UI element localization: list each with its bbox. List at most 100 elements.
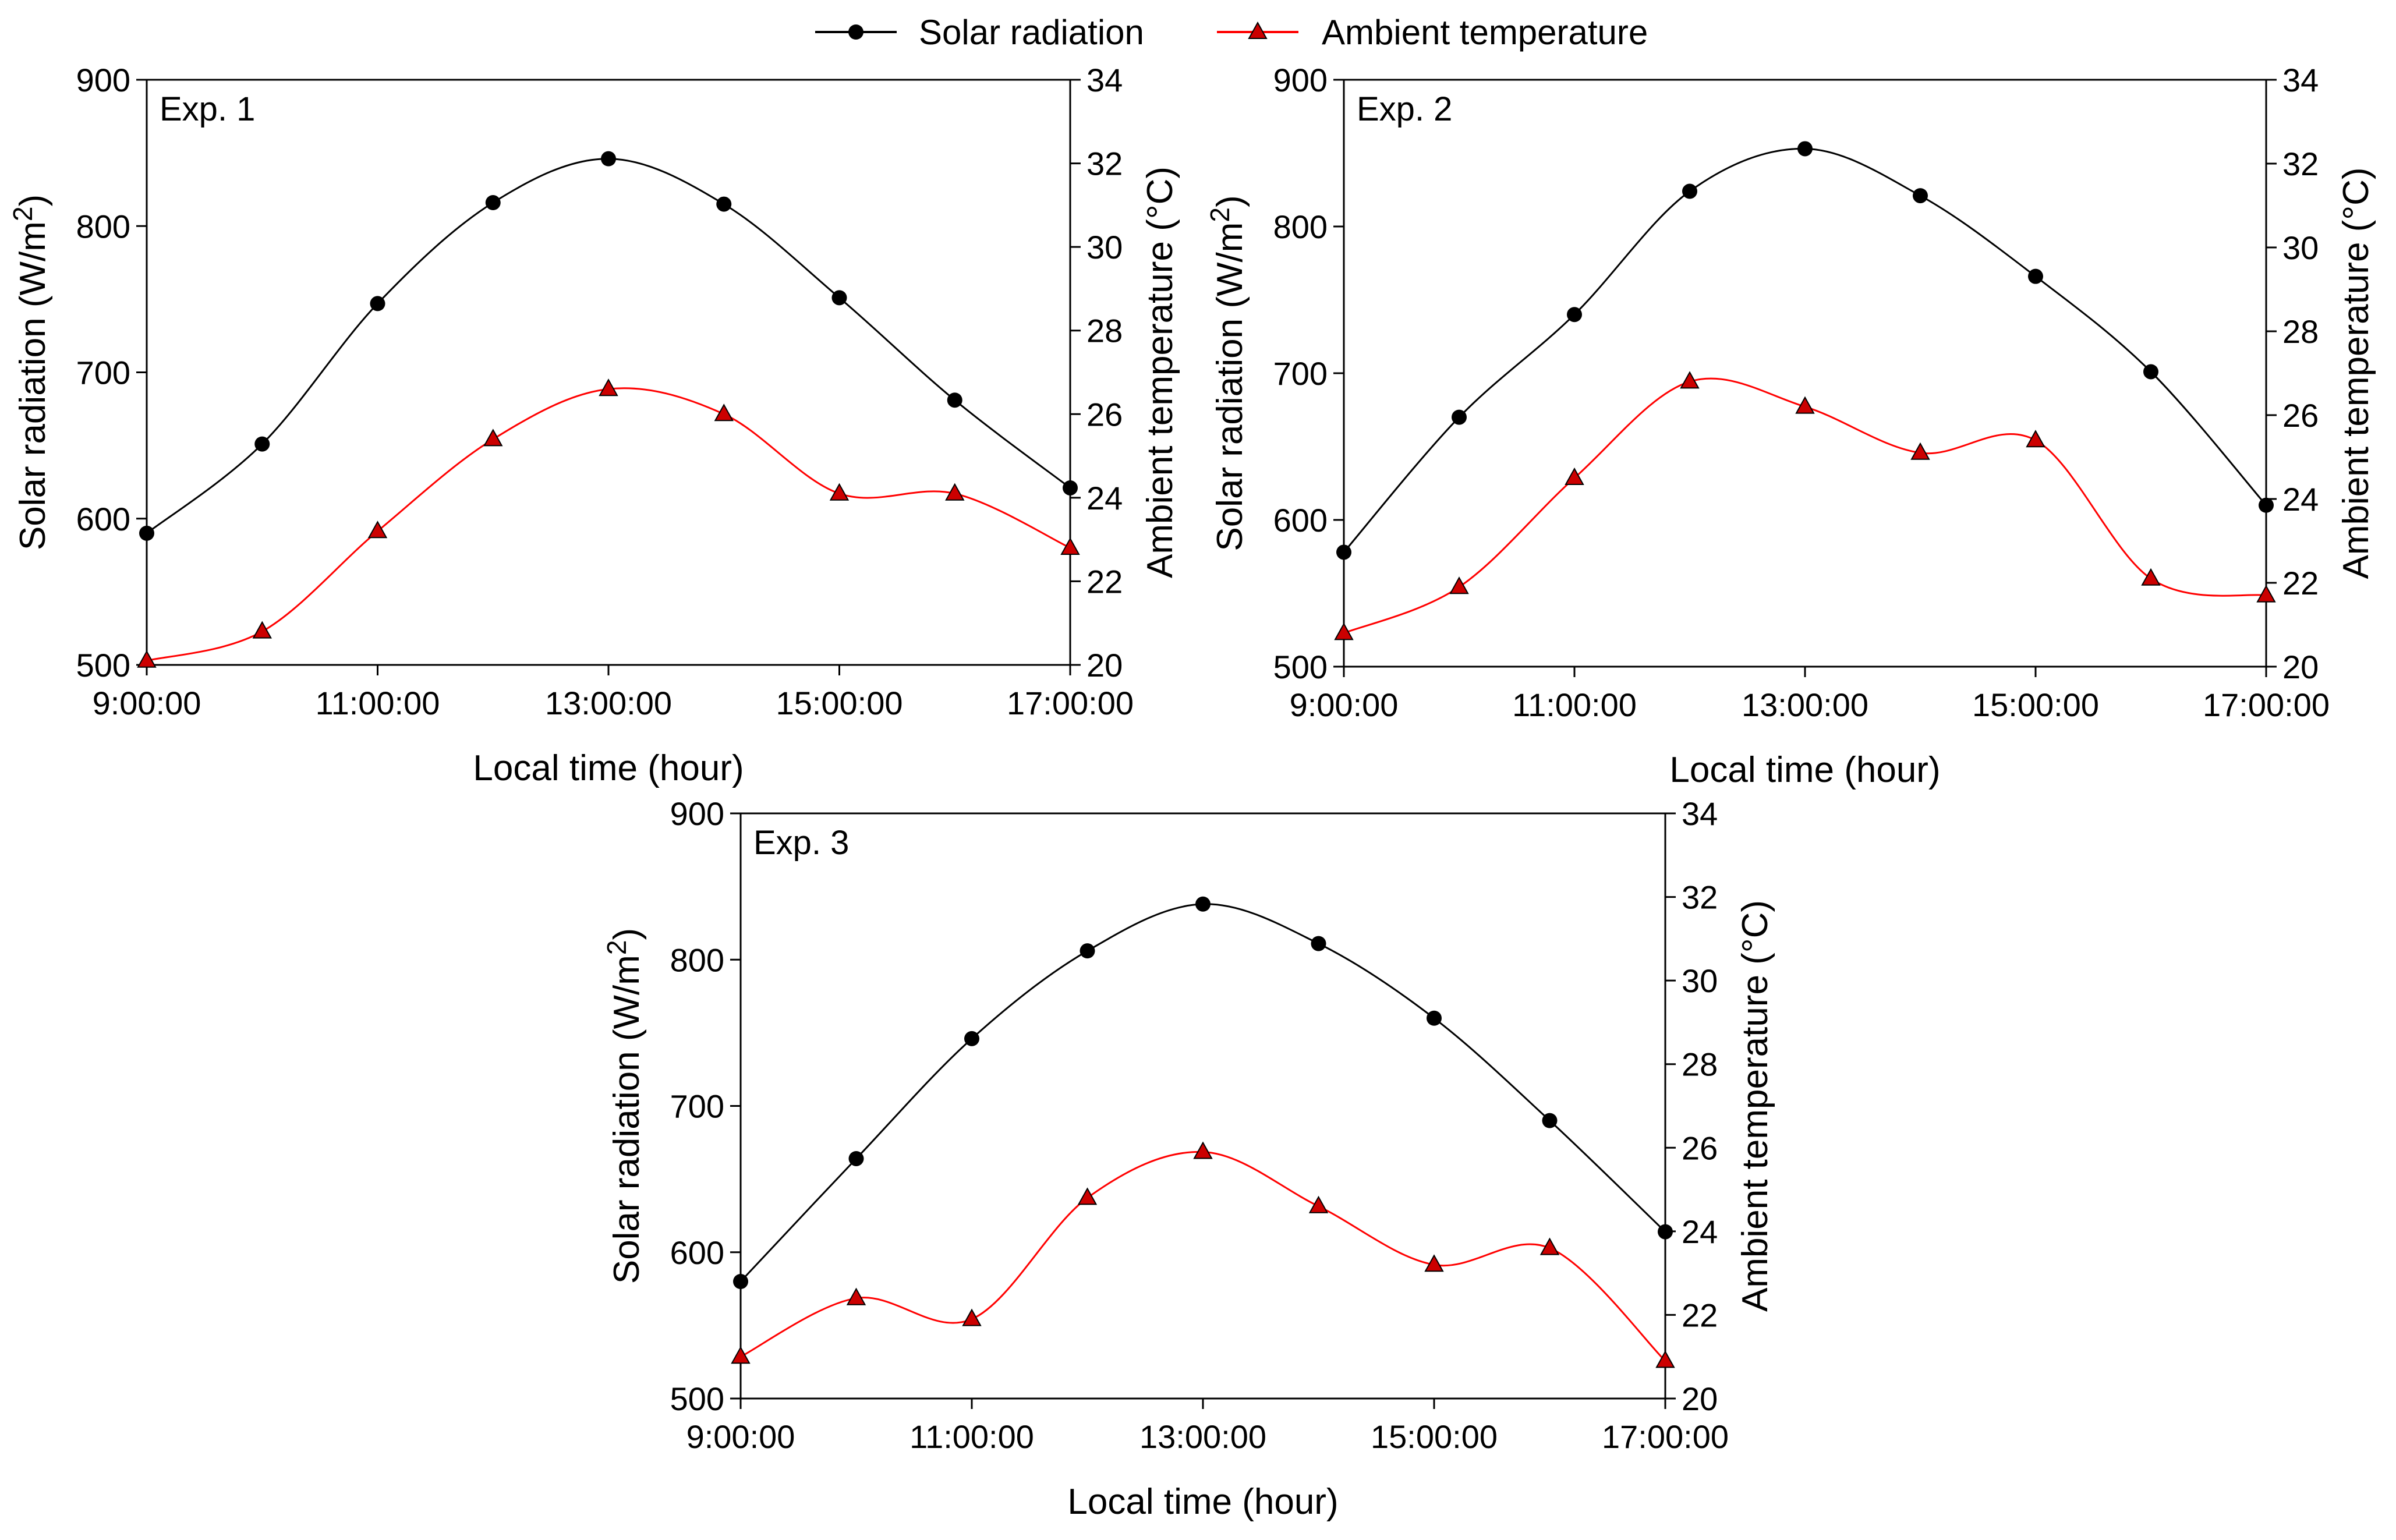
solar-point <box>848 1150 864 1166</box>
solar-point <box>139 525 154 541</box>
temperature-line <box>146 387 1071 662</box>
solar-point <box>831 290 847 306</box>
temperature-point <box>846 1287 866 1305</box>
temperature-point <box>1565 467 1584 485</box>
y-axis-title: Solar radiation (W/m2) <box>601 928 647 1284</box>
temperature-point <box>483 429 503 447</box>
solar-point <box>716 196 732 212</box>
solar-point <box>1682 183 1697 199</box>
solar-point <box>1797 141 1813 157</box>
solar-point <box>733 1274 748 1289</box>
temperature-point <box>1910 442 1930 460</box>
solar-point <box>1336 544 1351 560</box>
y2-tick-label: 34 <box>1086 62 1123 98</box>
y2-tick-label: 22 <box>2282 565 2319 601</box>
temperature-line <box>740 1150 1666 1362</box>
y2-tick-label: 24 <box>1086 480 1123 516</box>
temperature-point <box>1308 1195 1329 1213</box>
solar-point <box>1658 1224 1673 1240</box>
chart-panel-exp-2: 500 600 700 800 900 20 22 24 26 28 30 32 34 9:00:00 11… <box>1205 62 2376 790</box>
solar-point <box>601 151 616 167</box>
y2-tick-label: 32 <box>2282 146 2319 182</box>
y2-tick-label: 26 <box>1682 1130 1718 1166</box>
x-tick-label: 15:00:00 <box>1972 686 2099 723</box>
y2-tick-label: 34 <box>2282 62 2319 98</box>
x-tick-label: 11:00:00 <box>316 685 440 721</box>
y2-tick-label: 28 <box>1682 1046 1718 1083</box>
solar-line <box>739 903 1666 1283</box>
y2-axis-title: Ambient temperature (°C) <box>1735 900 1775 1312</box>
temperature-point <box>1334 622 1354 640</box>
temperature-point <box>1449 576 1469 594</box>
y-axis-title: Solar radiation (W/m2) <box>1205 195 1250 551</box>
x-tick-label: 17:00:00 <box>1007 685 1134 721</box>
y2-tick-label: 20 <box>2282 649 2319 685</box>
solar-point <box>2143 364 2158 380</box>
y2-tick-label: 34 <box>1682 795 1718 832</box>
temperature-point <box>731 1346 751 1364</box>
y-tick-label: 600 <box>670 1234 724 1271</box>
chart-panel-exp-1: 500 600 700 800 900 20 22 24 26 28 30 32 34 9:00:00 11… <box>8 62 1180 788</box>
x-axis-title: Local time (hour) <box>473 748 744 788</box>
temperature-point <box>367 521 388 539</box>
x-axis-title: Local time (hour) <box>1669 750 1940 790</box>
solar-point <box>485 195 501 211</box>
y2-tick-label: 28 <box>1086 313 1123 349</box>
chart-panel-exp-3: 500 600 700 800 900 20 22 24 26 28 30 32 34 9:00:00 11… <box>601 795 1775 1522</box>
solar-point <box>964 1031 979 1046</box>
y-tick-label: 800 <box>1273 208 1328 245</box>
solar-point <box>1080 943 1095 959</box>
x-tick-label: 11:00:00 <box>1512 686 1637 723</box>
y-tick-label: 900 <box>670 795 724 832</box>
solar-point <box>2028 268 2043 284</box>
solar-point <box>1195 896 1211 912</box>
y2-tick-label: 32 <box>1682 879 1718 916</box>
y2-axis-title: Ambient temperature (°C) <box>2336 167 2376 579</box>
temperature-point <box>1077 1187 1098 1205</box>
solar-point <box>1913 188 1928 204</box>
x-axis-title: Local time (hour) <box>1067 1482 1338 1522</box>
solar-point <box>1311 936 1326 951</box>
y-tick-label: 600 <box>1273 502 1328 539</box>
y2-tick-label: 26 <box>1086 396 1123 433</box>
y2-tick-label: 20 <box>1086 647 1123 684</box>
solar-point <box>254 436 270 452</box>
plot-frame <box>1343 79 2267 668</box>
legend: Solar radiation Ambient temperature <box>815 13 1648 52</box>
y2-tick-label: 22 <box>1682 1297 1718 1333</box>
temperature-point <box>2141 568 2161 586</box>
y2-tick-label: 20 <box>1682 1380 1718 1417</box>
panel-label: Exp. 1 <box>160 90 255 128</box>
y-tick-label: 700 <box>670 1088 724 1125</box>
solar-point <box>2259 497 2274 513</box>
x-tick-label: 15:00:00 <box>776 685 903 721</box>
y2-tick-label: 30 <box>1086 229 1123 265</box>
x-tick-label: 17:00:00 <box>2203 686 2330 723</box>
y2-axis-title: Ambient temperature (°C) <box>1140 167 1180 578</box>
solar-line <box>146 158 1071 534</box>
x-tick-label: 9:00:00 <box>1290 686 1399 723</box>
solar-point <box>947 392 962 408</box>
temperature-point <box>137 650 157 668</box>
y-tick-label: 900 <box>76 62 130 98</box>
y-tick-label: 600 <box>76 501 130 537</box>
x-tick-label: 15:00:00 <box>1371 1418 1498 1455</box>
legend-solar-marker <box>848 24 863 40</box>
y-axis-title: Solar radiation (W/m2) <box>8 194 53 550</box>
x-tick-label: 13:00:00 <box>1742 686 1868 723</box>
x-tick-label: 17:00:00 <box>1602 1418 1729 1455</box>
temperature-point <box>599 378 618 396</box>
y-tick-label: 800 <box>76 208 130 245</box>
temperature-point <box>1193 1141 1213 1159</box>
solar-point <box>1542 1113 1558 1128</box>
temperature-point <box>1060 537 1080 555</box>
x-tick-label: 9:00:00 <box>686 1418 795 1455</box>
y-tick-label: 800 <box>670 941 724 978</box>
legend-solar-label: Solar radiation <box>919 13 1144 52</box>
temperature-point <box>2256 585 2276 603</box>
legend-temp-marker <box>1248 21 1268 39</box>
temperature-point <box>829 483 850 501</box>
temperature-point <box>1539 1237 1560 1255</box>
temperature-point <box>1795 396 1815 414</box>
y2-tick-label: 24 <box>1682 1213 1718 1250</box>
